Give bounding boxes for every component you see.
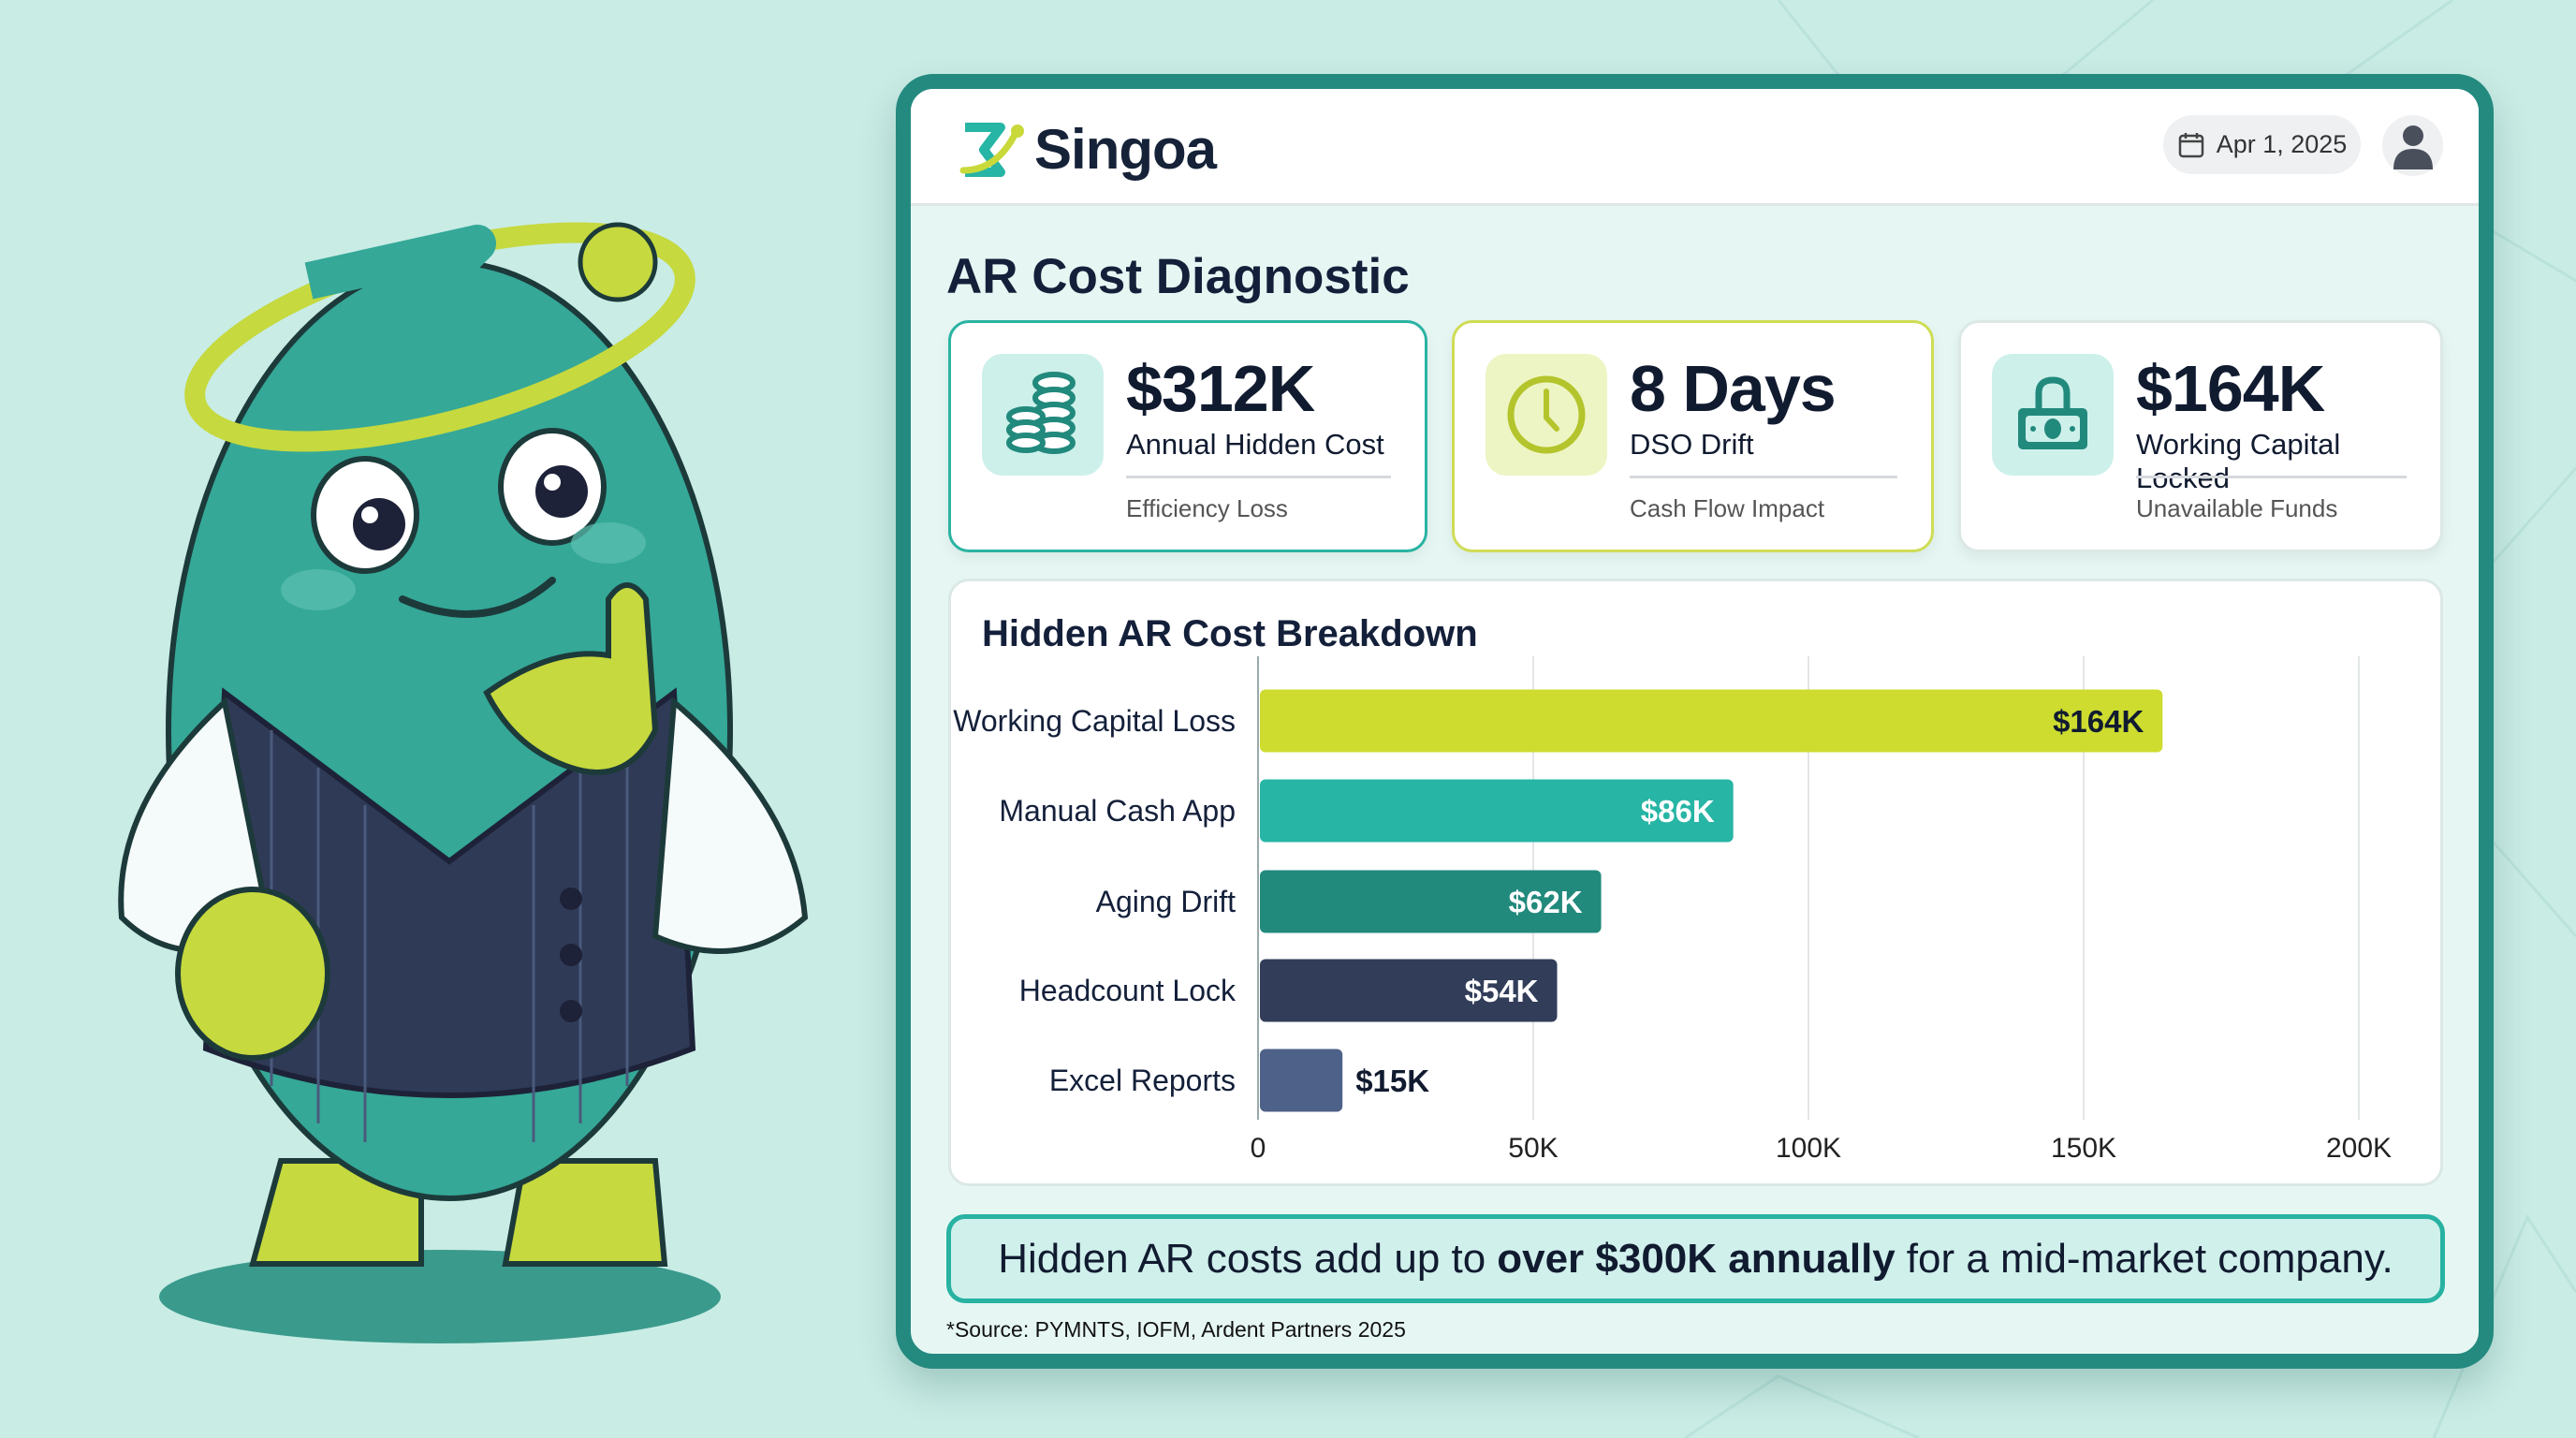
kpi-label: DSO Drift <box>1630 428 1754 461</box>
bar-value-label: $54K <box>1465 974 1539 1008</box>
bar-value-label: $62K <box>1509 885 1583 919</box>
calendar-icon <box>2178 132 2203 157</box>
kpi-label: Annual Hidden Cost <box>1126 428 1384 461</box>
header: Singoa Apr 1, 2025 <box>911 89 2479 206</box>
kpi-card-annual-hidden-cost: $312K Annual Hidden Cost Efficiency Loss <box>948 320 1427 552</box>
kpi-icon-box <box>982 354 1104 476</box>
x-tick-label: 50K <box>1508 1133 1558 1164</box>
bar <box>1260 959 1558 1022</box>
user-avatar[interactable] <box>2382 115 2443 176</box>
kpi-card-dso-drift: 8 Days DSO Drift Cash Flow Impact <box>1452 320 1934 552</box>
bar-chart: 0 50K 100K 150K 200K Working Capital Loss $164… <box>953 656 2392 1164</box>
category-label: Aging Drift <box>1096 885 1237 918</box>
clock-icon <box>1507 375 1586 454</box>
kpi-subtext: Efficiency Loss <box>1126 494 1288 522</box>
mascot-illustration <box>118 222 809 1343</box>
kpi-card-working-capital-locked: $164K Working Capital Locked Unavailable… <box>1958 320 2443 552</box>
locked-cash-icon <box>2018 376 2087 449</box>
chart-title: Hidden AR Cost Breakdown <box>982 613 1478 654</box>
bar <box>1260 689 2163 753</box>
x-tick-label: 150K <box>2051 1133 2116 1164</box>
cost-breakdown-chart-card: Hidden AR Cost Breakdown 0 50K 100K 150K 200… <box>948 579 2443 1186</box>
bar-value-label: $86K <box>1641 794 1715 829</box>
divider <box>2136 476 2407 478</box>
divider <box>1126 476 1391 478</box>
kpi-subtext: Cash Flow Impact <box>1630 494 1825 522</box>
user-avatar-icon <box>2393 125 2433 169</box>
x-tick-label: 200K <box>2326 1133 2392 1164</box>
category-label: Manual Cash App <box>999 794 1236 828</box>
kpi-icon-box <box>1486 354 1607 476</box>
kpi-label: Working Capital Locked <box>2136 428 2341 494</box>
brand-logo[interactable]: Singoa <box>959 117 1217 182</box>
callout-text-post: for a mid-market company. <box>1906 1235 2393 1282</box>
kpi-subtext: Unavailable Funds <box>2136 494 2338 522</box>
singoa-logo-icon <box>959 122 1024 177</box>
divider <box>1630 476 1897 478</box>
kpi-value: $312K <box>1126 352 1315 425</box>
x-tick-label: 0 <box>1251 1133 1266 1164</box>
summary-callout: Hidden AR costs add up to over $300K ann… <box>946 1214 2445 1303</box>
category-label: Working Capital Loss <box>953 704 1236 738</box>
bar-value-label: $15K <box>1355 1064 1429 1098</box>
dashboard-panel: Singoa Apr 1, 2025 AR Cost Diagnostic $3… <box>896 74 2494 1369</box>
coins-icon <box>1006 372 1076 454</box>
bar-value-label: $164K <box>2053 704 2144 739</box>
bar <box>1260 870 1602 933</box>
callout-text-bold: over $300K annually <box>1497 1235 1895 1282</box>
date-label: Apr 1, 2025 <box>2216 130 2348 158</box>
bar <box>1260 1049 1343 1112</box>
source-note: *Source: PYMNTS, IOFM, Ardent Partners 2… <box>946 1317 1406 1342</box>
category-label: Excel Reports <box>1049 1064 1236 1097</box>
kpi-icon-box <box>1992 354 2114 476</box>
callout-text-pre: Hidden AR costs add up to <box>998 1235 1486 1282</box>
page-title: AR Cost Diagnostic <box>946 249 1410 304</box>
date-picker[interactable]: Apr 1, 2025 <box>2163 115 2361 174</box>
brand-name: Singoa <box>1034 118 1217 181</box>
x-tick-label: 100K <box>1776 1133 1841 1164</box>
kpi-value: $164K <box>2136 352 2325 425</box>
bar <box>1260 779 1734 843</box>
kpi-value: 8 Days <box>1630 352 1837 425</box>
category-label: Headcount Lock <box>1019 974 1237 1007</box>
